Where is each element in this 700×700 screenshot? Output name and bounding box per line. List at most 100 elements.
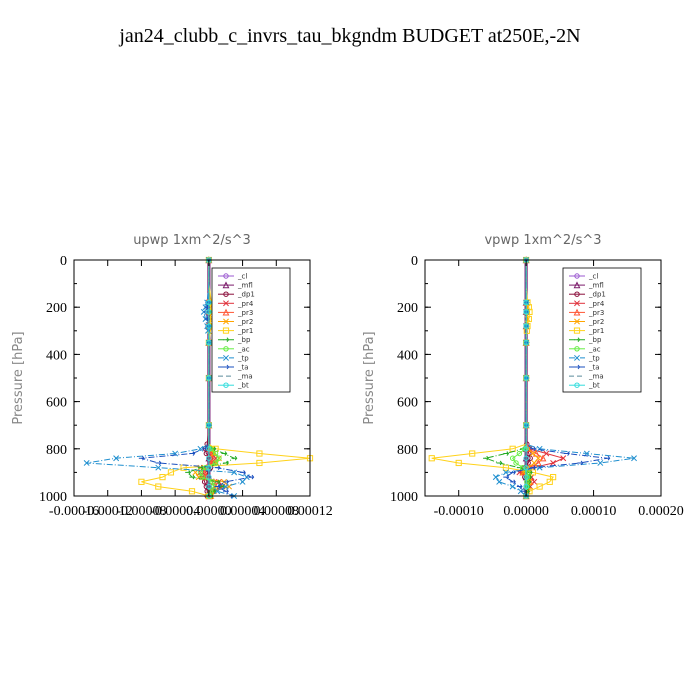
series-point-_pr4 [543,450,550,457]
legend-label-_pr2: _pr2 [237,318,253,326]
y-tick-label: 600 [397,396,418,411]
series-point-_ac [212,450,219,457]
series-point-_ta [214,465,221,470]
legend-label-_pr1: _pr1 [237,327,253,335]
legend-label-_bp: _bp [237,336,251,344]
series-point-_ta [510,479,516,485]
series-point-_bt [523,375,529,381]
series-point-_tp [631,455,637,462]
legend-label-_cl: _cl [237,273,247,281]
series-point-_pr1 [469,450,476,457]
series-point-_ta [510,470,516,475]
legend-label-_bt: _bt [237,382,249,390]
chart-panels: upwp 1xm^2/s^3 Pressure [hPa] 0 200 400 600 80… [11,233,684,519]
series-point-_ac [516,450,523,457]
x-tick-label: 0.00020 [638,504,684,519]
series-point-_ac [513,460,519,466]
figure-title: jan24_clubb_c_invrs_tau_bkgndm BUDGET at… [118,25,580,47]
series-point-_ta [223,488,229,494]
legend-marker-_mfl [222,281,230,289]
legend-label-_ta: _ta [237,364,249,372]
legend-label-_dp1: _dp1 [237,291,255,299]
y-tick-label: 400 [46,348,67,363]
series-point-_tp [83,460,90,466]
legend-label-_tp: _tp [588,354,600,362]
x-tick-label: 0.00004 [220,504,266,519]
series-point-_pr1 [536,483,543,490]
series-point-_bt [206,455,212,461]
series-point-_pr2 [531,460,538,466]
legend-label-_pr3: _pr3 [237,309,253,317]
series-point-_pr1 [550,474,557,481]
series-point-_pr1 [138,478,145,485]
legend-label-_ta: _ta [588,364,600,372]
series-point-_pr1 [455,459,462,467]
x-tick-label: -0.00008 [116,504,166,519]
series-point-_bp [214,479,221,485]
series-point-_tp [205,327,211,334]
series-point-_tp [239,478,246,485]
legend-label-_pr4: _pr4 [588,300,605,308]
series-point-_bt [206,375,212,381]
series-point-_pr1 [546,478,553,485]
legend-marker-_bt [574,382,580,388]
legend-marker-_ta [223,364,230,370]
y-tick-label: 400 [397,348,418,363]
series-point-_bt [523,455,529,461]
series-point-_bt [523,323,529,329]
series-point-_bt [523,474,529,480]
legend-marker-_bp [223,337,230,343]
series-point-_tp [113,455,120,462]
y-axis-label: Pressure [hPa] [362,331,377,424]
panel-title: upwp 1xm^2/s^3 [133,233,251,248]
legend-marker-_mfl [573,281,581,289]
series-point-_bt [523,483,529,490]
y-tick-label: 200 [46,301,67,316]
series-point-_bp [189,474,196,480]
x-tick-label: -0.00012 [83,504,133,519]
series-point-_bp [483,455,489,461]
series-point-_tp [492,474,499,481]
series-point-_bt [523,309,529,315]
y-tick-label: 800 [46,443,67,458]
x-tick-label: -0.00010 [434,504,484,519]
series-point-_ta [214,484,221,489]
series-point-_ta [604,455,611,461]
series-point-_ac [212,460,219,466]
series-point-_bt [206,299,212,306]
legend-marker-_pr1 [573,327,581,334]
series-point-_ac [209,479,215,485]
legend-marker-_pr4 [223,300,229,307]
legend-label-_dp1: _dp1 [588,291,606,299]
series-point-_bp [221,451,228,456]
series-point-_pr1 [428,455,435,462]
series-point-_bp [231,455,238,461]
series-point-_bt [206,309,212,315]
x-tick-label: 0.00010 [571,504,617,519]
series-point-_tp [597,460,604,466]
series-point-_pr2 [529,450,536,457]
legend-label-_pr1: _pr1 [588,327,604,335]
y-axis-label: Pressure [hPa] [11,331,26,424]
series-point-_ta [223,479,229,485]
y-tick-label: 1000 [390,490,418,505]
series-point-_tp [536,445,543,452]
series-point-_ta [248,474,255,480]
legend-marker-_pr4 [574,300,580,307]
legend-label-_ac: _ac [237,345,250,353]
series-point-_bp [503,451,510,456]
legend-marker-_pr3 [222,308,230,316]
series-point-_pr1 [256,459,263,467]
series-point-_bp [185,470,192,475]
series-point-_pr3 [539,454,547,462]
y-tick-label: 600 [46,396,67,411]
series-point-_bt [206,339,212,346]
legend-label-_mfl: _mfl [588,282,604,290]
chart-panel-2: vpwp 1xm^2/s^3 Pressure [hPa] 0 200 400 600 80… [362,233,684,519]
legend-label-_ac: _ac [588,345,601,353]
series-point-_pr3 [201,468,209,476]
series-point-_ta [516,484,523,489]
panel-title: vpwp 1xm^2/s^3 [484,233,601,248]
series-point-_tp [197,445,204,452]
